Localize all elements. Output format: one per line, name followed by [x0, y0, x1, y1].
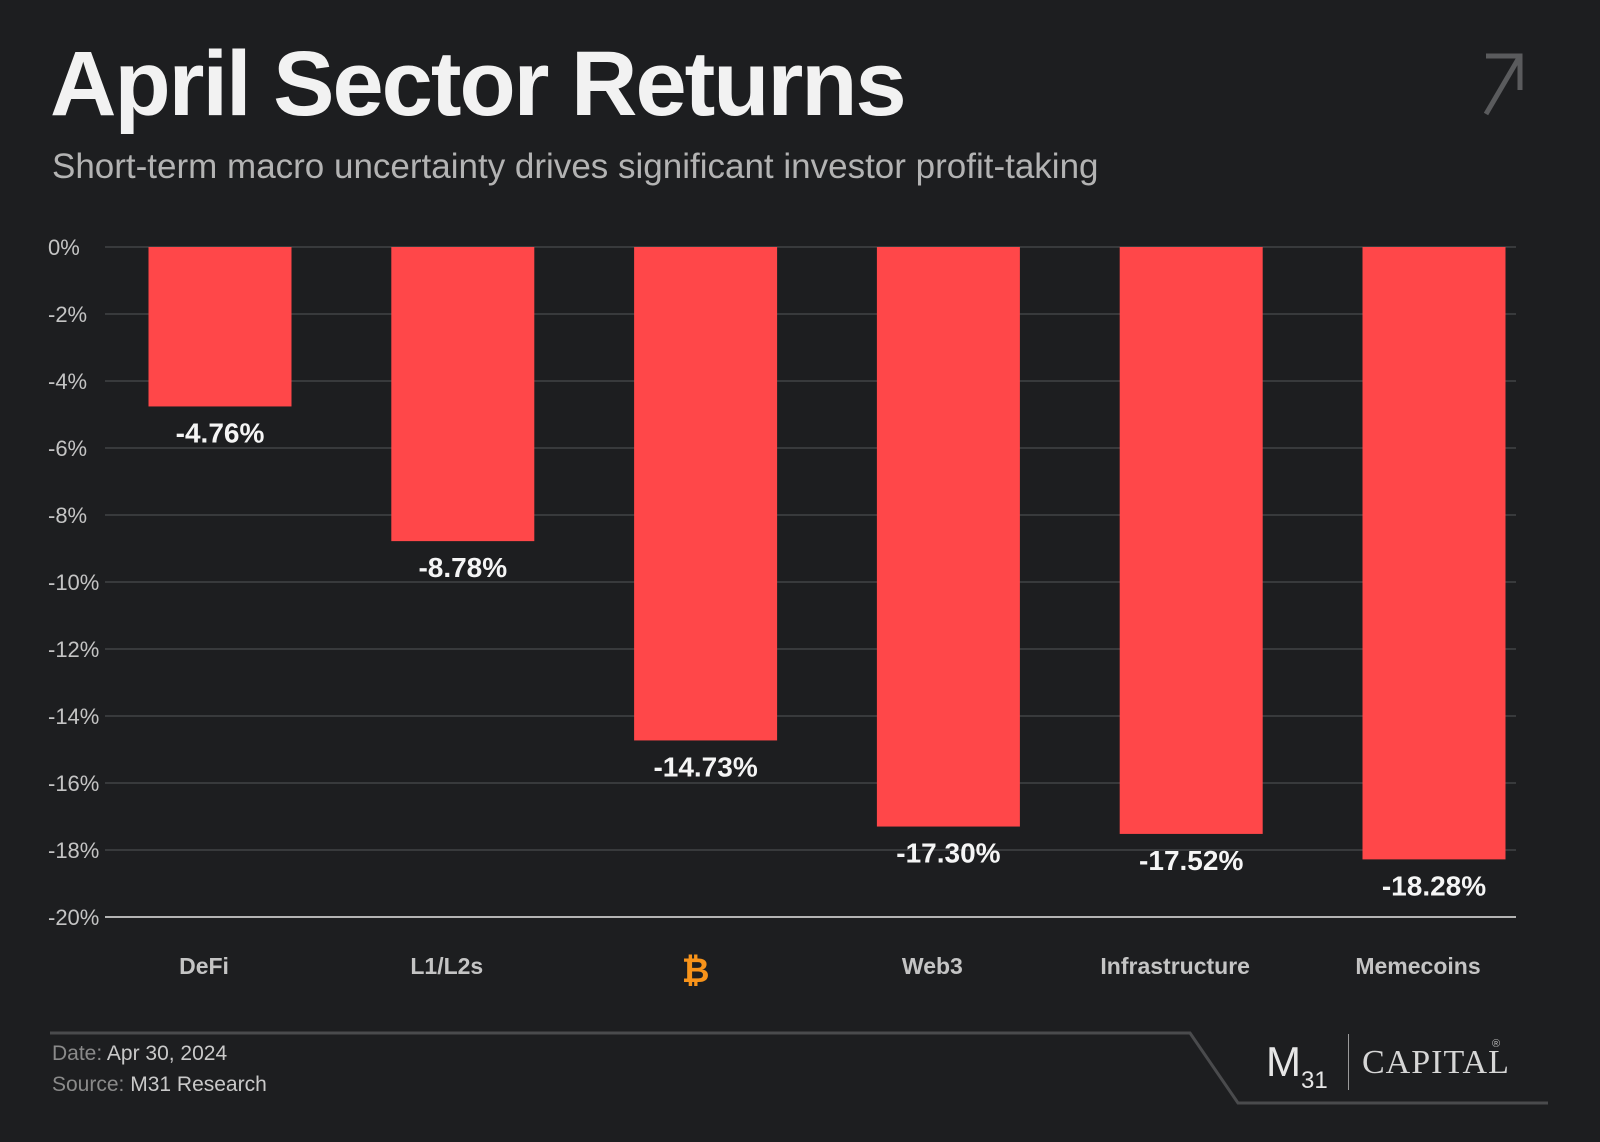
chart-title: April Sector Returns	[50, 33, 907, 135]
y-tick-label: -16%	[48, 771, 99, 796]
bar	[876, 247, 1020, 827]
y-tick-label: 0%	[48, 235, 80, 260]
x-tick-label: L1/L2s	[410, 953, 483, 979]
date-key: Date:	[52, 1042, 103, 1065]
logo-31: 31	[1301, 1067, 1328, 1094]
y-tick-label: -6%	[48, 436, 87, 461]
data-label: -8.78%	[418, 552, 507, 583]
source-value: M31 Research	[130, 1073, 267, 1096]
x-tick-label: Web3	[902, 953, 963, 979]
logo-divider	[1348, 1034, 1349, 1090]
bar	[634, 247, 778, 741]
bar	[391, 247, 535, 542]
source-row: Source: M31 Research	[52, 1069, 267, 1100]
y-tick-label: -10%	[48, 570, 99, 595]
x-tick-label: DeFi	[179, 953, 229, 979]
bar-chart: 0% -2% -4% -6% -8% -10% -12% -14% -16% -18% -20% -4…	[48, 235, 1516, 991]
y-tick-label: -8%	[48, 503, 87, 528]
y-tick-label: -18%	[48, 838, 99, 863]
x-tick-label: Memecoins	[1355, 953, 1480, 979]
y-tick-label: -2%	[48, 302, 87, 327]
logo-m: M31	[1266, 1038, 1328, 1094]
y-tick-label: -20%	[48, 905, 99, 930]
bar	[148, 247, 292, 407]
data-label: -4.76%	[176, 417, 265, 448]
m31-capital-logo: M31 CAPITAL ®	[1266, 1030, 1509, 1094]
arrow-up-right-icon	[1484, 53, 1523, 116]
data-label: -14.73%	[653, 751, 757, 782]
data-label: -17.52%	[1139, 845, 1243, 876]
bar	[1362, 247, 1506, 860]
bitcoin-icon: ₿	[682, 951, 710, 991]
y-tick-label: -12%	[48, 637, 99, 662]
logo-capital: CAPITAL	[1362, 1044, 1510, 1081]
data-label: -17.30%	[896, 838, 1000, 869]
y-tick-label: -4%	[48, 369, 87, 394]
bar	[1119, 247, 1263, 834]
date-row: Date: Apr 30, 2024	[52, 1038, 267, 1069]
y-tick-label: -14%	[48, 704, 99, 729]
date-value: Apr 30, 2024	[106, 1042, 228, 1065]
chart-metadata: Date: Apr 30, 2024 Source: M31 Research	[52, 1038, 267, 1100]
data-label: -18.28%	[1382, 870, 1486, 901]
registered-mark: ®	[1492, 1038, 1501, 1050]
chart-subtitle: Short-term macro uncertainty drives sign…	[52, 147, 1099, 186]
source-key: Source:	[52, 1073, 125, 1096]
x-tick-label: Infrastructure	[1100, 953, 1250, 979]
